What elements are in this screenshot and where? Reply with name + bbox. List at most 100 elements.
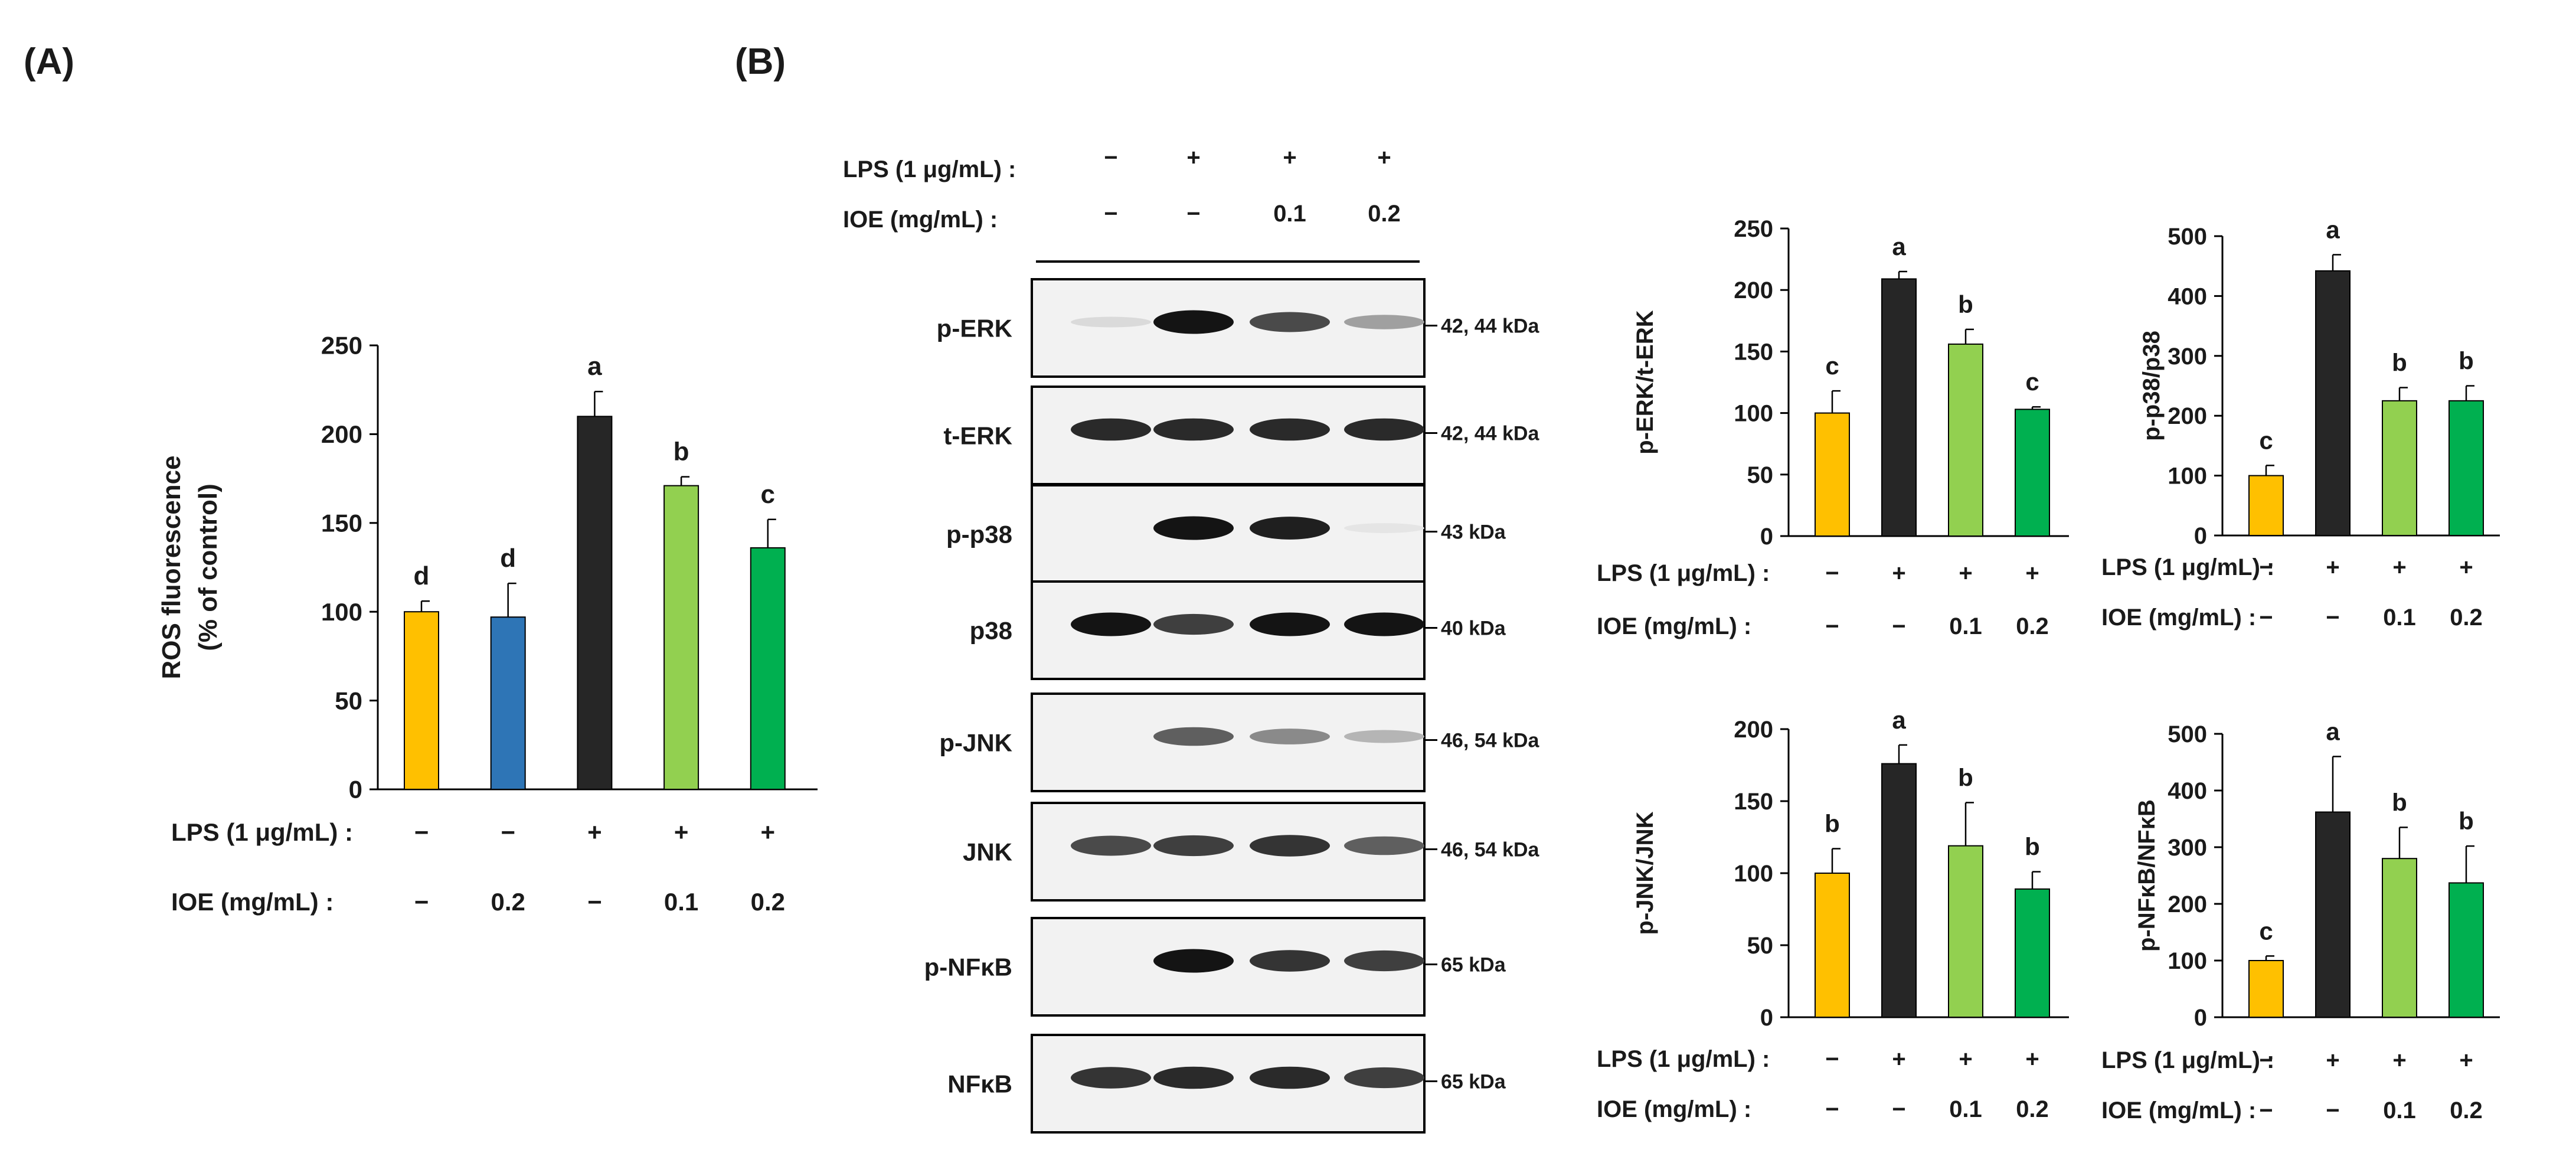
blot-ioe-value: − [1186, 201, 1200, 227]
kda-label: 46, 54 kDa [1441, 730, 1539, 752]
ioe-value: 0.2 [2016, 613, 2049, 639]
chart-ros: 0 50 100 150 200 250 ROS fluorescence (% of con… [157, 332, 818, 916]
blot-row-label: p-JNK [939, 729, 1012, 757]
ioe-value: 0.2 [2450, 605, 2483, 631]
y-tick-label: 0 [1760, 524, 1773, 550]
kda-label: 43 kDa [1441, 521, 1506, 544]
ioe-value: 0.2 [491, 888, 525, 916]
kda-label: 42, 44 kDa [1441, 315, 1539, 338]
blot-lps-value: + [1186, 145, 1200, 171]
y-axis-label: p-NFκB/NFκB [2134, 799, 2160, 952]
blot-row: p-JNK 46, 54 kDa [939, 693, 1539, 792]
significance-letter: a [1892, 706, 1906, 734]
y-tick-label: 100 [321, 598, 362, 626]
ioe-value: − [2326, 1098, 2339, 1123]
kda-label: 40 kDa [1441, 618, 1506, 640]
blot-band [1344, 523, 1424, 533]
significance-letter: b [2459, 807, 2474, 835]
ioe-value: − [1892, 613, 1905, 639]
y-tick-label: 100 [1734, 861, 1773, 887]
blot-band [1250, 312, 1330, 332]
y-tick-label: 100 [1734, 401, 1773, 427]
bar [2015, 888, 2050, 1018]
y-tick-label: 400 [2168, 778, 2207, 804]
bar [1815, 873, 1850, 1018]
y-tick-label: 400 [2168, 283, 2207, 309]
blot-row: NFκB 65 kDa [947, 1034, 1506, 1134]
chart-pnfkb: 0 100 200 300 400 500 p-NFκB/NFκB c − − a + − b +0.1 b +… [2101, 717, 2500, 1123]
blot-band [1153, 727, 1234, 746]
blot-band [1250, 729, 1330, 744]
y-tick-label: 200 [1734, 717, 1773, 743]
y-axis-label: p-p38/p38 [2139, 331, 2165, 441]
blot-row: p-ERK 42, 44 kDa [937, 278, 1539, 378]
bar [663, 485, 699, 790]
chart-pjnk: 0 50 100 150 200 p-JNK/JNK b − − a + − b +0.1 b +0.2 LPS… [1597, 706, 2069, 1122]
blot-ioe-label: IOE (mg/mL) : [843, 207, 998, 233]
kda-label: 42, 44 kDa [1441, 423, 1539, 445]
lps-value: + [2025, 1046, 2039, 1072]
blot-band [1153, 310, 1234, 334]
lps-row-label: LPS (1 μg/mL) : [1597, 1046, 1770, 1072]
ioe-value: 0.1 [664, 888, 698, 916]
blot-ioe-value: 0.1 [1273, 201, 1306, 227]
y-tick-label: 250 [321, 332, 362, 360]
blot-ioe-value: 0.2 [1368, 201, 1401, 227]
western-blot: LPS (1 μg/mL) : IOE (mg/mL) : − + + + − − 0.1 0.2… [843, 145, 1539, 1134]
bar [1948, 845, 1983, 1018]
panel-b-label: (B) [735, 41, 786, 82]
bar-charts: 0 50 100 150 200 250 ROS fluorescence (% of con… [157, 215, 2500, 1123]
lps-value: + [674, 818, 689, 846]
significance-letter: b [2025, 833, 2040, 861]
blot-band [1250, 418, 1330, 441]
lps-value: + [2025, 560, 2039, 586]
ioe-value: − [414, 888, 429, 916]
bar [2315, 270, 2351, 536]
y-tick-label: 50 [1747, 933, 1774, 959]
y-tick-label: 0 [349, 776, 362, 804]
lps-value: + [761, 818, 776, 846]
chart-perk: 0 50 100 150 200 250 p-ERK/t-ERK c − − a + − b +0.1 c +0… [1597, 216, 2069, 639]
kda-label: 65 kDa [1441, 954, 1506, 976]
lps-value: − [414, 818, 429, 846]
ioe-value: 0.1 [1949, 613, 1982, 639]
blot-band [1344, 612, 1424, 636]
blot-row: t-ERK 42, 44 kDa [943, 386, 1539, 485]
lps-row-label: LPS (1 μg/mL) : [2101, 1047, 2274, 1073]
y-axis-label: p-JNK/JNK [1632, 811, 1658, 935]
blot-band [1250, 950, 1330, 972]
y-tick-label: 150 [1734, 789, 1773, 815]
significance-letter: c [761, 480, 775, 509]
ioe-value: − [2259, 1098, 2273, 1123]
lps-value: − [2259, 1047, 2273, 1073]
blot-row-label: t-ERK [943, 422, 1012, 450]
lps-row-label: LPS (1 μg/mL) : [171, 818, 353, 846]
ioe-value: − [2259, 605, 2273, 631]
lps-value: + [2459, 1047, 2473, 1073]
ioe-value: 0.2 [2450, 1098, 2483, 1123]
y-tick-label: 100 [2168, 948, 2207, 974]
lps-value: + [2326, 554, 2339, 580]
bar [2015, 409, 2050, 537]
ioe-value: − [1892, 1096, 1905, 1122]
blot-row-label: p38 [970, 617, 1012, 645]
lps-value: + [2392, 1047, 2406, 1073]
ioe-row-label: IOE (mg/mL) : [2101, 1098, 2256, 1123]
blot-band [1071, 1067, 1151, 1089]
blot-lps-label: LPS (1 μg/mL) : [843, 156, 1016, 182]
ioe-value: 0.1 [1949, 1096, 1982, 1122]
y-tick-label: 100 [2168, 463, 2207, 489]
lps-value: + [1959, 1046, 1972, 1072]
blot-row: p38 40 kDa [970, 580, 1506, 680]
lps-value: + [1959, 560, 1972, 586]
significance-letter: b [2392, 349, 2407, 377]
ioe-value: 0.2 [751, 888, 785, 916]
lps-value: − [2259, 554, 2273, 580]
blot-band [1344, 315, 1424, 329]
y-tick-label: 0 [2194, 523, 2207, 549]
blot-band [1071, 316, 1151, 328]
bar [2382, 400, 2417, 536]
lps-value: + [2326, 1047, 2339, 1073]
bar [577, 416, 613, 790]
blot-row-label: JNK [963, 838, 1012, 866]
